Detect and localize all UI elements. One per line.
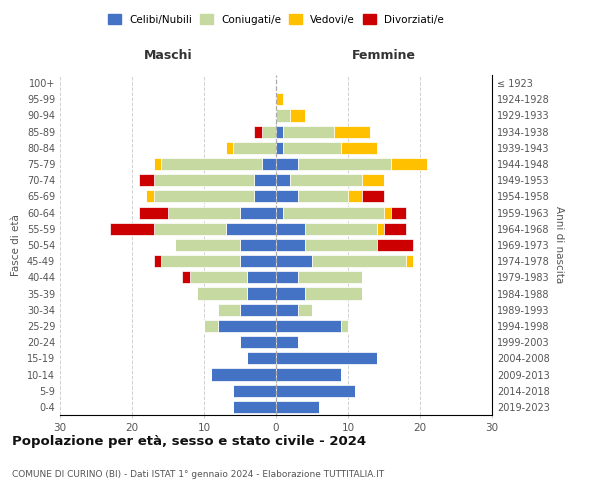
Bar <box>154 255 161 268</box>
Bar <box>139 206 168 218</box>
Bar <box>262 126 276 138</box>
Bar <box>276 142 283 154</box>
Bar <box>391 158 427 170</box>
Bar <box>290 174 362 186</box>
Bar <box>247 288 276 300</box>
Text: COMUNE DI CURINO (BI) - Dati ISTAT 1° gennaio 2024 - Elaborazione TUTTITALIA.IT: COMUNE DI CURINO (BI) - Dati ISTAT 1° ge… <box>12 470 384 479</box>
Bar <box>240 336 276 348</box>
Bar <box>218 320 276 332</box>
Bar <box>341 320 348 332</box>
Bar <box>290 110 305 122</box>
Bar <box>283 142 341 154</box>
Bar <box>283 126 334 138</box>
Bar <box>154 158 161 170</box>
Bar <box>211 368 276 380</box>
Bar <box>168 206 240 218</box>
Bar <box>190 272 247 283</box>
Bar <box>276 126 283 138</box>
Bar <box>276 272 298 283</box>
Bar <box>298 272 362 283</box>
Bar <box>175 239 240 251</box>
Bar <box>262 158 276 170</box>
Bar <box>276 255 312 268</box>
Bar <box>276 368 341 380</box>
Y-axis label: Fasce di età: Fasce di età <box>11 214 21 276</box>
Bar <box>334 126 370 138</box>
Bar <box>154 174 254 186</box>
Bar <box>247 352 276 364</box>
Bar <box>197 288 247 300</box>
Bar <box>276 320 341 332</box>
Bar <box>391 206 406 218</box>
Bar <box>276 304 298 316</box>
Bar <box>276 174 290 186</box>
Bar <box>276 384 355 397</box>
Bar <box>276 222 305 235</box>
Bar <box>161 158 262 170</box>
Bar <box>377 222 384 235</box>
Bar <box>182 272 190 283</box>
Bar <box>276 239 305 251</box>
Bar <box>218 304 240 316</box>
Bar <box>240 206 276 218</box>
Bar <box>240 239 276 251</box>
Bar <box>276 206 283 218</box>
Bar <box>298 158 391 170</box>
Bar <box>226 142 233 154</box>
Bar <box>233 401 276 413</box>
Bar <box>254 126 262 138</box>
Bar <box>377 239 413 251</box>
Bar <box>298 304 312 316</box>
Legend: Celibi/Nubili, Coniugati/e, Vedovi/e, Divorziati/e: Celibi/Nubili, Coniugati/e, Vedovi/e, Di… <box>104 10 448 29</box>
Bar <box>305 239 377 251</box>
Text: Maschi: Maschi <box>143 49 193 62</box>
Bar <box>312 255 406 268</box>
Bar <box>254 190 276 202</box>
Bar <box>276 190 298 202</box>
Bar <box>233 384 276 397</box>
Bar <box>110 222 154 235</box>
Bar <box>341 142 377 154</box>
Bar <box>362 174 384 186</box>
Bar <box>276 158 298 170</box>
Bar <box>298 190 348 202</box>
Bar <box>254 174 276 186</box>
Y-axis label: Anni di nascita: Anni di nascita <box>554 206 563 284</box>
Text: Femmine: Femmine <box>352 49 416 62</box>
Bar <box>226 222 276 235</box>
Bar <box>305 222 377 235</box>
Bar <box>204 320 218 332</box>
Bar <box>305 288 362 300</box>
Bar <box>362 190 384 202</box>
Bar <box>348 190 362 202</box>
Bar <box>154 222 226 235</box>
Bar <box>283 206 384 218</box>
Bar <box>276 93 283 106</box>
Bar <box>161 255 240 268</box>
Bar <box>384 206 391 218</box>
Bar <box>276 110 290 122</box>
Bar <box>276 352 377 364</box>
Bar <box>406 255 413 268</box>
Bar <box>276 401 319 413</box>
Bar <box>154 190 254 202</box>
Bar <box>384 222 406 235</box>
Bar <box>139 174 154 186</box>
Bar <box>240 255 276 268</box>
Text: Popolazione per età, sesso e stato civile - 2024: Popolazione per età, sesso e stato civil… <box>12 435 366 448</box>
Bar <box>247 272 276 283</box>
Bar <box>276 336 298 348</box>
Bar <box>240 304 276 316</box>
Bar <box>146 190 154 202</box>
Bar <box>233 142 276 154</box>
Bar <box>276 288 305 300</box>
